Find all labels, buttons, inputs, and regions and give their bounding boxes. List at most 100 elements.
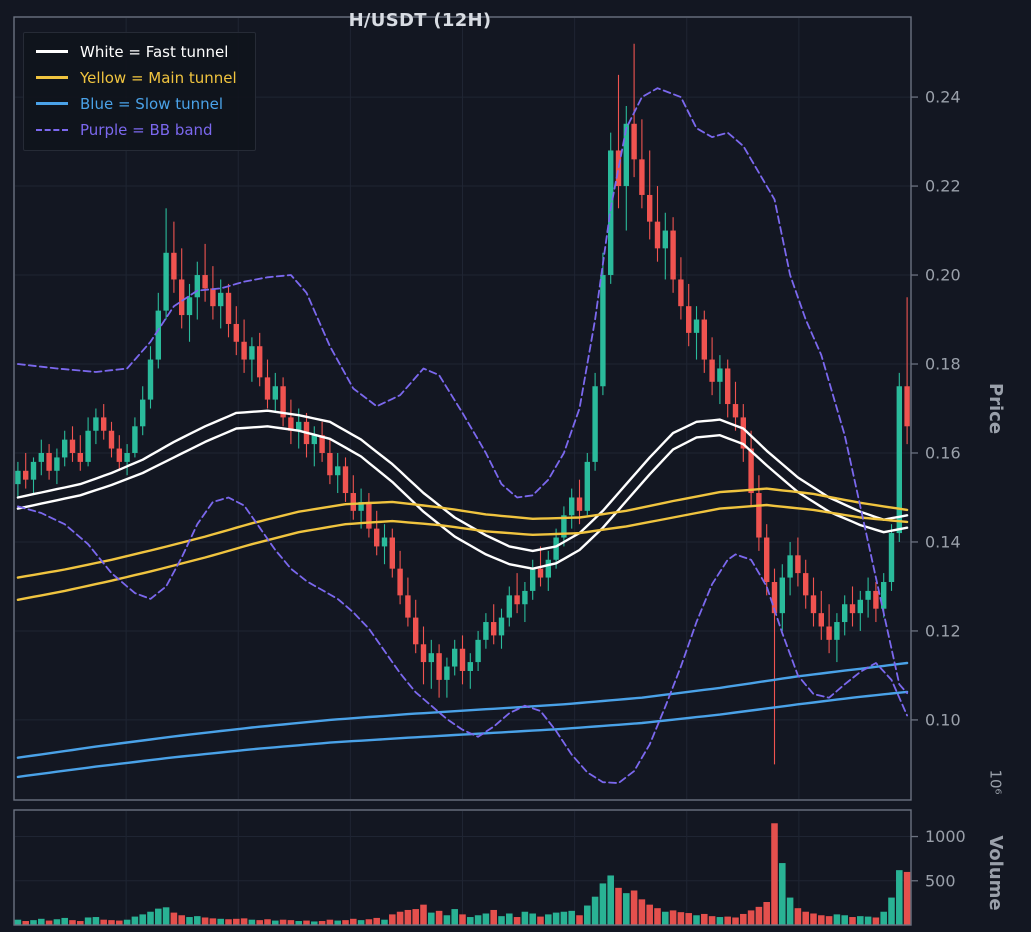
candle: [62, 430, 68, 467]
candle: [795, 537, 801, 587]
fast-tunnel-upper-line: [16, 409, 909, 553]
candle: [771, 568, 778, 765]
candle: [23, 452, 29, 489]
volume-bar: [872, 917, 880, 925]
volume-bar: [732, 917, 739, 925]
slow-tunnel-lower-line: [16, 690, 909, 779]
candle: [670, 217, 676, 293]
candle: [787, 541, 793, 596]
volume-bar: [724, 916, 731, 925]
candle: [865, 577, 871, 618]
candle: [896, 372, 902, 542]
volume-bar: [396, 911, 404, 925]
volume-bar: [810, 913, 817, 925]
candle: [810, 577, 817, 627]
legend-label: White = Fast tunnel: [80, 42, 229, 61]
volume-bar: [326, 919, 334, 925]
candle: [280, 377, 286, 427]
volume-bar: [303, 920, 310, 925]
volume-bar: [794, 908, 802, 925]
volume-tick-label: 500: [925, 871, 956, 890]
volume-bar: [334, 920, 341, 925]
candle: [834, 613, 840, 663]
volume-bar: [155, 908, 162, 925]
candle: [748, 430, 754, 507]
volume-bar: [685, 913, 692, 925]
volume-bar: [365, 919, 373, 925]
volume-bar: [264, 919, 271, 925]
candle: [108, 421, 115, 458]
candle: [467, 653, 473, 689]
volume-bar: [22, 921, 29, 925]
candle: [732, 381, 739, 431]
volume-bar: [225, 919, 232, 925]
volume-bar: [677, 912, 685, 925]
candle: [303, 412, 310, 458]
candle: [701, 310, 707, 373]
volume-bar: [615, 887, 622, 925]
volume-bar: [482, 913, 490, 925]
candle: [842, 595, 848, 636]
candle: [631, 43, 637, 178]
volume-bar: [428, 912, 435, 925]
volume-bar: [857, 916, 864, 925]
volume-bar: [880, 911, 887, 925]
volume-bar: [420, 904, 427, 925]
volume-bar: [272, 920, 279, 925]
volume-bar: [209, 918, 217, 925]
volume-offset-label: 10⁶: [987, 769, 1005, 794]
candle: [116, 435, 122, 471]
candle: [428, 639, 434, 689]
volume-bar: [669, 910, 677, 925]
candle: [873, 582, 879, 623]
candle: [30, 457, 37, 494]
candle: [374, 510, 380, 556]
candle: [623, 105, 629, 231]
volume-bar: [350, 918, 357, 925]
volume-bar: [545, 914, 552, 925]
volume-bar: [108, 920, 115, 925]
volume-bar: [53, 919, 61, 925]
volume-bar: [69, 920, 76, 925]
candle: [506, 586, 512, 627]
volume-bar: [630, 890, 638, 925]
candle: [179, 248, 185, 329]
volume-bar: [131, 916, 139, 925]
candle: [210, 266, 216, 320]
candle: [615, 74, 622, 209]
volume-bar: [576, 915, 583, 925]
volume-bar: [584, 905, 591, 925]
candle: [818, 590, 824, 640]
bb-band-swatch-icon: [36, 128, 68, 131]
volume-bar: [100, 919, 107, 925]
overlay-lines-layer: [16, 87, 909, 784]
volume-bar: [849, 917, 856, 925]
candle: [420, 626, 427, 685]
legend-row: Purple = BB band: [36, 120, 237, 139]
slow-tunnel-upper-line: [16, 661, 909, 759]
volume-bar: [342, 920, 349, 925]
volume-bar: [818, 915, 825, 925]
volume-bar: [537, 916, 544, 925]
volume-bar: [638, 899, 646, 925]
volume-bar: [123, 919, 131, 925]
candle: [77, 435, 83, 471]
candle: [678, 257, 684, 320]
candle: [686, 283, 692, 347]
candle: [522, 582, 528, 623]
candle: [272, 372, 278, 413]
volume-tick-label: 1000: [925, 827, 966, 846]
price-tick-label: 0.22: [925, 177, 961, 196]
volume-bar: [357, 920, 365, 925]
candle: [342, 457, 349, 502]
candle: [171, 221, 177, 293]
volume-bar: [443, 915, 451, 925]
legend-label: Yellow = Main tunnel: [80, 68, 237, 87]
candle: [389, 528, 395, 578]
candle: [600, 252, 606, 396]
volume-bar: [786, 897, 794, 925]
slow-tunnel-swatch-icon: [36, 102, 68, 105]
volume-bar: [147, 911, 154, 925]
candle: [38, 439, 44, 476]
